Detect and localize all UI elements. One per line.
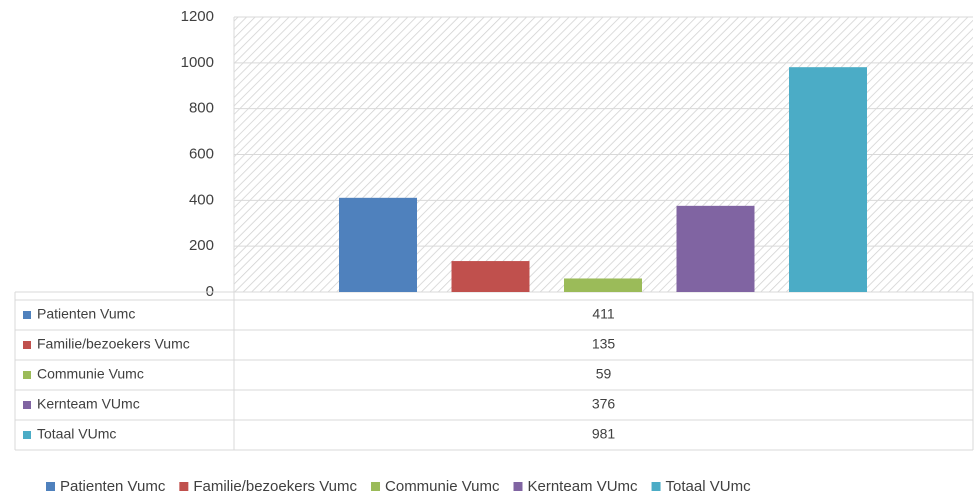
legend-key [179, 482, 189, 491]
data-table: Patienten Vumc 411 Familie/bezoekers Vumc 1… [14, 291, 974, 451]
legend-label: Patienten Vumc [60, 478, 166, 495]
y-tick-label: 400 [189, 191, 214, 208]
bar [451, 261, 530, 292]
bar [339, 197, 417, 292]
bar [676, 205, 755, 292]
legend-key [371, 482, 381, 491]
table-legend-key [23, 401, 31, 409]
table-row-label: Kernteam VUmc [37, 396, 140, 412]
y-tick-label: 1000 [181, 54, 214, 71]
legend-label: Communie Vumc [385, 478, 500, 495]
table-row-label: Communie Vumc [37, 366, 144, 382]
table-value: 376 [592, 396, 616, 412]
table-legend-key [23, 311, 31, 319]
legend-key [513, 482, 523, 491]
y-tick-label: 1200 [181, 8, 214, 25]
legend-key [46, 482, 55, 491]
y-tick-label: 600 [189, 145, 214, 162]
table-legend-key [23, 341, 31, 349]
legend-key [651, 482, 661, 491]
legend-label: Familie/bezoekers Vumc [193, 478, 357, 495]
y-tick-label: 0 [206, 283, 214, 300]
table-row-label: Totaal VUmc [37, 426, 116, 442]
y-tick-label: 200 [189, 237, 214, 254]
table-legend-key [23, 371, 31, 379]
table-row-label: Familie/bezoekers Vumc [37, 336, 190, 352]
bar [789, 67, 867, 292]
table-value: 59 [596, 366, 612, 382]
y-tick-label: 800 [189, 100, 214, 117]
table-value: 135 [592, 336, 616, 352]
bar [564, 278, 642, 292]
table-value: 411 [592, 306, 615, 322]
legend-label: Totaal VUmc [666, 478, 752, 495]
table-row-label: Patienten Vumc [37, 306, 135, 322]
table-value: 981 [592, 426, 616, 442]
legend-label: Kernteam VUmc [528, 478, 639, 495]
table-legend-key [23, 431, 31, 439]
